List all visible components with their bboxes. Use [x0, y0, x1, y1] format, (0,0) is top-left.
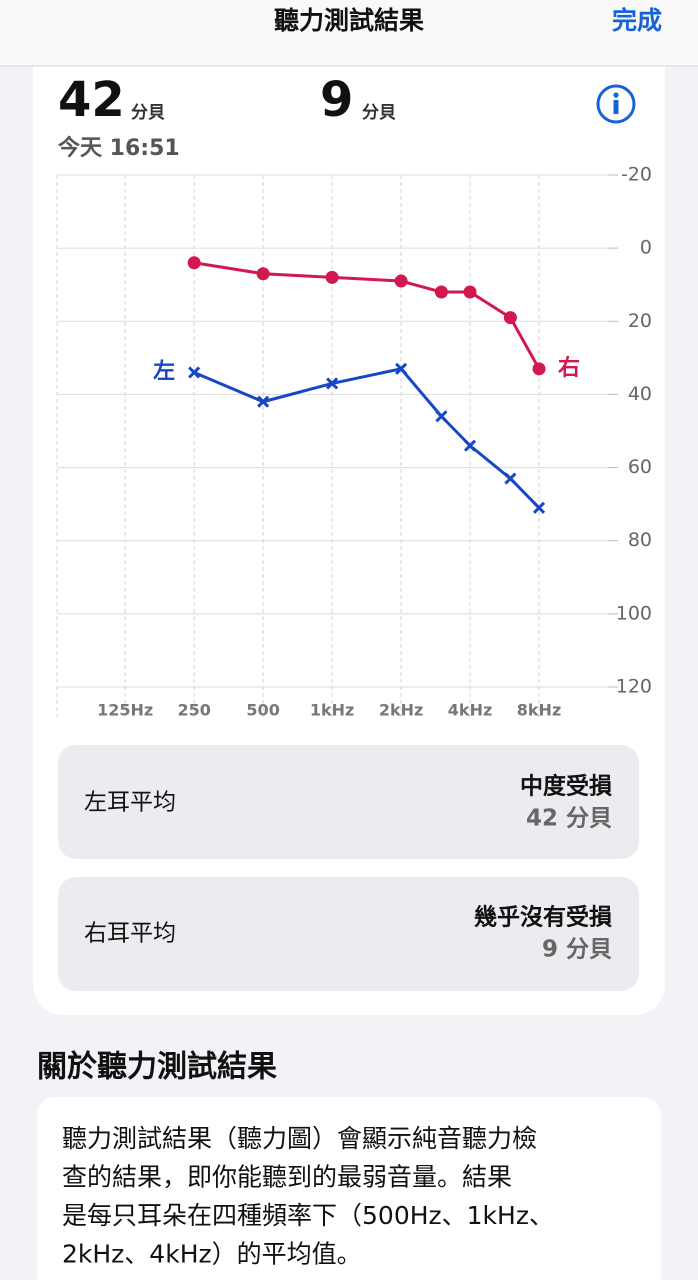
- dot-marker: [532, 362, 546, 376]
- x-marker: [463, 439, 477, 452]
- right-ear-card: [58, 877, 639, 991]
- y-tick-label: -20: [621, 164, 652, 186]
- section-heading: 關於聽力測試結果: [37, 1050, 277, 1085]
- card-value: 9 分貝: [542, 937, 612, 963]
- done-button[interactable]: 完成: [612, 6, 662, 35]
- about-text: 聽力測試結果（聽力圖）會顯示純音聽力檢查的結果，即你能聽到的最弱音量。結果是每只…: [62, 1124, 554, 1269]
- dot-marker: [463, 285, 477, 299]
- about-card: [37, 1097, 661, 1280]
- series-line: [193, 261, 541, 370]
- card-value: 42 分貝: [526, 806, 612, 832]
- x-marker: [326, 377, 339, 390]
- y-tick-label: 20: [628, 310, 652, 332]
- y-tick-label: 100: [616, 602, 652, 624]
- x-tick-label: 2kHz: [379, 701, 423, 720]
- paragraph-line: 是每只耳朵在四種頻率下（500Hz、1kHz、: [62, 1201, 554, 1230]
- dot-marker: [256, 267, 270, 281]
- info-circle: [596, 84, 636, 124]
- x-marker: [504, 472, 517, 485]
- x-marker: [188, 366, 201, 379]
- y-tick-label: 120: [616, 676, 652, 698]
- y-tick-label: 40: [628, 383, 652, 405]
- dot-marker: [187, 256, 201, 270]
- timestamp: 今天 16:51: [58, 135, 180, 161]
- series-line: [193, 367, 541, 509]
- y-tick-label: 80: [628, 529, 652, 551]
- card-label: 右耳平均: [84, 921, 176, 947]
- info-stem: [613, 100, 619, 114]
- paragraph-line: 2kHz、4kHz）的平均值。: [62, 1240, 362, 1269]
- x-tick-label: 500: [246, 701, 279, 720]
- nav-title: 聽力測試結果: [274, 6, 424, 35]
- x-marker: [435, 410, 448, 423]
- x-tick-label: 125Hz: [97, 701, 153, 720]
- left-ear-card: [58, 745, 639, 859]
- y-tick-label: 60: [628, 456, 652, 478]
- x-tick-label: 8kHz: [517, 701, 561, 720]
- info-dot: [613, 92, 619, 98]
- dot-marker: [325, 270, 339, 284]
- paragraph-line: 查的結果，即你能聽到的最弱音量。結果: [62, 1163, 512, 1192]
- series-label: 右: [558, 356, 580, 381]
- x-marker: [532, 501, 546, 514]
- nav-bar: [0, 0, 698, 66]
- info-button[interactable]: [596, 84, 636, 124]
- audiogram: -20 0 20 40 60 80 100 120 125Hz 250 500 1kHz 2kHz 4kH…: [56, 164, 652, 720]
- unit: 分貝: [131, 103, 165, 123]
- x-tick-label: 1kHz: [310, 701, 354, 720]
- x-marker: [257, 395, 270, 408]
- series-label: 左: [153, 358, 175, 384]
- card-status: 幾乎沒有受損: [474, 904, 612, 931]
- right-average: 9: [320, 72, 353, 128]
- y-tick-label: 0: [640, 237, 652, 259]
- result-card: [33, 20, 665, 1015]
- card-label: 左耳平均: [84, 790, 176, 816]
- card-status: 中度受損: [520, 773, 612, 800]
- unit: 分貝: [362, 103, 396, 123]
- x-marker: [395, 362, 408, 375]
- dot-marker: [503, 311, 517, 325]
- x-tick-label: 250: [177, 701, 210, 720]
- dot-marker: [434, 285, 448, 299]
- x-tick-label: 4kHz: [448, 701, 492, 720]
- left-average: 42: [58, 72, 125, 128]
- paragraph-line: 聽力測試結果（聽力圖）會顯示純音聽力檢: [62, 1124, 537, 1153]
- dot-marker: [394, 274, 408, 288]
